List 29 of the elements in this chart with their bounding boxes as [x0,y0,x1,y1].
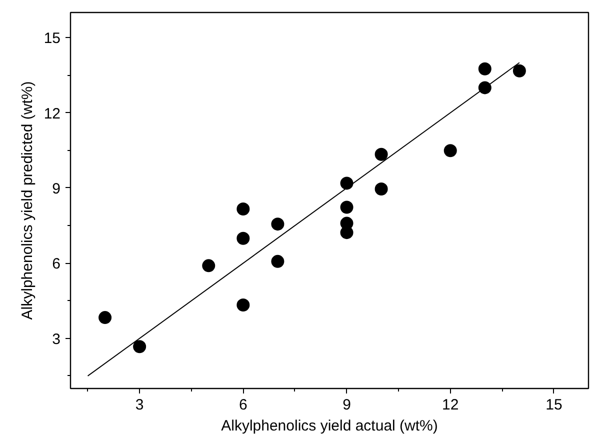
point [340,226,354,240]
point [236,232,250,245]
x-axis-title: Alkylphenolics yield actual (wt%) [221,418,438,434]
point [236,202,250,216]
x-tick-label: 3 [135,396,144,414]
point [374,148,388,161]
point [478,62,492,76]
point [202,259,216,272]
point [236,298,250,312]
point [271,218,284,231]
x-tick-label: 15 [546,396,562,414]
point [340,176,354,190]
point [133,340,146,354]
y-tick-label: 12 [44,105,61,122]
y-tick-label: 3 [52,330,60,348]
x-tick-label: 12 [442,396,459,414]
y-tick-label: 9 [52,180,60,198]
y-tick-label: 6 [52,256,60,273]
point [340,200,354,214]
y-tick-label: 15 [44,30,61,48]
y-axis-title: Alkylphenolics yield predicted (wt%) [18,81,36,320]
point [478,81,492,94]
point [271,254,284,268]
point [98,311,112,324]
point [444,144,457,158]
point [374,182,388,196]
x-tick-label: 9 [342,396,351,414]
point [512,64,526,78]
x-tick-label: 6 [238,396,248,414]
